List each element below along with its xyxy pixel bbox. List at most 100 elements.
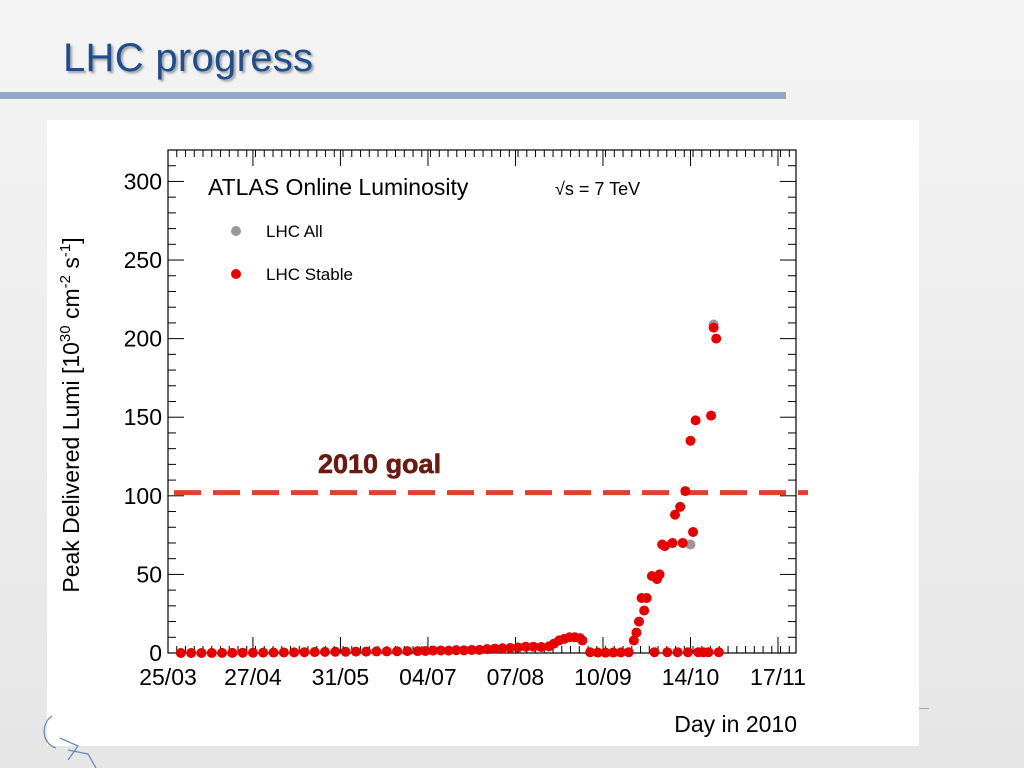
data-point-lhc-stable — [443, 645, 454, 656]
data-point-lhc-stable — [677, 537, 688, 548]
logo-sketch — [43, 715, 97, 768]
legend-label-all: LHC All — [266, 222, 323, 241]
data-point-lhc-stable — [675, 501, 686, 512]
x-tick-label: 10/09 — [574, 664, 632, 690]
data-point-lhc-stable — [278, 647, 289, 658]
data-point-lhc-stable — [682, 647, 693, 658]
data-point-lhc-stable — [505, 642, 516, 653]
y-axis-label-prefix: Peak Delivered Lumi [10 — [58, 342, 84, 593]
data-point-lhc-stable — [392, 646, 403, 657]
data-point-lhc-stable — [247, 647, 258, 658]
data-point-lhc-stable — [361, 646, 372, 657]
data-point-lhc-stable — [615, 647, 626, 658]
data-point-lhc-stable — [289, 647, 300, 658]
text-layer: ATLAS Online Luminosity √s = 7 TeV Day i… — [57, 174, 797, 737]
data-point-lhc-stable — [690, 415, 701, 426]
y-tick-label: 150 — [124, 404, 162, 430]
y-axis-label: Peak Delivered Lumi [1030 cm-2 s-1] — [57, 237, 84, 592]
data-point-lhc-stable — [680, 486, 691, 497]
y-tick-label: 300 — [124, 168, 162, 194]
data-point-lhc-stable — [175, 647, 186, 658]
data-point-lhc-stable — [713, 647, 724, 658]
goal-label: 2010 goal — [318, 449, 441, 479]
data-point-lhc-all — [685, 539, 696, 550]
data-point-lhc-stable — [309, 647, 320, 658]
data-point-lhc-stable — [474, 644, 485, 655]
data-point-lhc-stable — [703, 647, 714, 658]
data-point-lhc-stable — [649, 647, 660, 658]
y-tick-label: 250 — [124, 247, 162, 273]
y-axis-label-mid1: cm — [58, 288, 84, 325]
data-point-lhc-stable — [628, 635, 639, 646]
y-axis-label-exp1: 30 — [57, 325, 74, 342]
y-tick-label: 100 — [124, 483, 162, 509]
data-point-lhc-stable — [299, 647, 310, 658]
data-point-lhc-stable — [708, 322, 719, 333]
data-point-lhc-stable — [350, 646, 361, 657]
data-point-lhc-stable — [641, 592, 652, 603]
legend-marker-all — [231, 226, 241, 236]
data-point-lhc-stable — [600, 647, 611, 658]
data-point-lhc-stable — [631, 627, 642, 638]
data-point-lhc-stable — [466, 645, 477, 656]
data-point-lhc-stable — [685, 435, 696, 446]
data-point-lhc-stable — [482, 644, 493, 655]
x-tick-label: 17/11 — [750, 664, 806, 690]
y-axis-label-mid2: s — [58, 257, 84, 275]
x-tick-label: 04/07 — [399, 664, 457, 690]
data-point-lhc-stable — [672, 647, 683, 658]
x-tick-label: 25/03 — [139, 664, 197, 690]
legend-marker-stable — [231, 269, 241, 279]
data-point-lhc-stable — [528, 641, 539, 652]
data-point-lhc-stable — [420, 645, 431, 656]
data-point-lhc-stable — [186, 647, 197, 658]
x-tick-label: 27/04 — [224, 664, 282, 690]
data-point-lhc-stable — [196, 647, 207, 658]
data-point-lhc-stable — [662, 647, 673, 658]
data-point-lhc-stable — [497, 643, 508, 654]
x-tick-label: 07/08 — [487, 664, 545, 690]
axes-layer: 0 50 100 150 200 250 300 25/03 27/04 31/05 04/07 07… — [124, 149, 806, 690]
data-point-lhc-stable — [711, 333, 722, 344]
energy-label: √s = 7 TeV — [555, 179, 640, 199]
data-point-lhc-stable — [371, 646, 382, 657]
data-point-lhc-stable — [206, 647, 217, 658]
y-axis-label-exp2: -2 — [57, 275, 74, 288]
legend-label-stable: LHC Stable — [266, 265, 353, 284]
data-point-lhc-stable — [659, 541, 670, 552]
data-point-lhc-stable — [458, 645, 469, 656]
data-point-lhc-stable — [412, 646, 423, 657]
data-point-lhc-stable — [608, 647, 619, 658]
data-point-lhc-stable — [217, 647, 228, 658]
plot-frame — [167, 149, 797, 654]
y-tick-label: 0 — [149, 640, 162, 666]
x-tick-label: 31/05 — [312, 664, 370, 690]
data-point-lhc-stable — [520, 641, 531, 652]
side-divider — [919, 708, 929, 709]
x-tick-label: 14/10 — [662, 664, 720, 690]
y-axis-label-suffix: ] — [58, 237, 84, 243]
data-point-lhc-stable — [639, 605, 650, 616]
data-point-lhc-stable — [513, 642, 524, 653]
data-point-lhc-stable — [268, 647, 279, 658]
y-tick-label: 50 — [136, 561, 162, 587]
data-point-lhc-stable — [330, 646, 341, 657]
chart-title: ATLAS Online Luminosity — [208, 174, 469, 200]
data-point-lhc-stable — [258, 647, 269, 658]
data-point-lhc-stable — [577, 635, 588, 646]
data-point-lhc-stable — [585, 647, 596, 658]
x-axis-label: Day in 2010 — [674, 711, 797, 737]
data-point-lhc-stable — [592, 647, 603, 658]
chart-panel: 0 50 100 150 200 250 300 25/03 27/04 31/05 04/07 07… — [47, 120, 919, 746]
data-point-lhc-stable — [623, 647, 634, 658]
data-point-lhc-stable — [688, 526, 699, 537]
title-divider — [0, 92, 786, 99]
data-point-lhc-stable — [237, 647, 248, 658]
points-layer — [175, 319, 724, 658]
data-point-lhc-stable — [634, 616, 644, 627]
data-point-lhc-stable — [489, 643, 500, 654]
legend: LHC All LHC Stable — [231, 222, 353, 284]
luminosity-chart: 0 50 100 150 200 250 300 25/03 27/04 31/05 04/07 07… — [57, 149, 808, 737]
data-point-lhc-stable — [670, 509, 681, 520]
data-point-lhc-stable — [402, 646, 413, 657]
